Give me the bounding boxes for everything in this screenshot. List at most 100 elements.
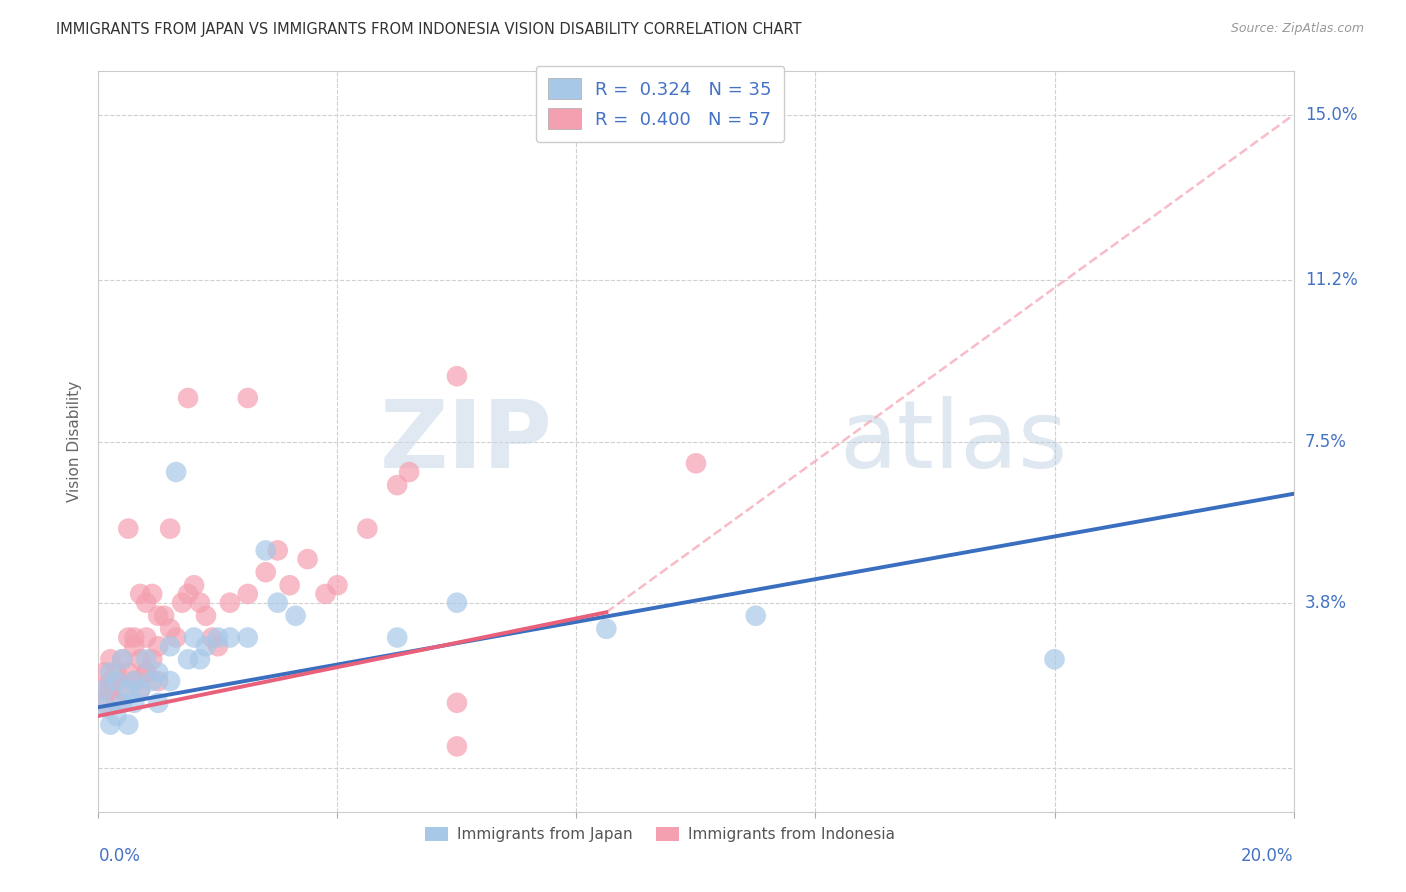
Point bbox=[254, 543, 277, 558]
Point bbox=[141, 652, 163, 666]
Point bbox=[105, 709, 128, 723]
Point bbox=[254, 565, 277, 579]
Point bbox=[159, 639, 181, 653]
Point bbox=[148, 608, 170, 623]
Point bbox=[124, 631, 146, 645]
Point bbox=[188, 652, 211, 666]
Point bbox=[135, 631, 157, 645]
Text: Source: ZipAtlas.com: Source: ZipAtlas.com bbox=[1230, 22, 1364, 36]
Point bbox=[267, 543, 290, 558]
Point bbox=[385, 478, 409, 492]
Point bbox=[177, 391, 200, 405]
Point bbox=[124, 696, 146, 710]
Point bbox=[124, 639, 146, 653]
Point bbox=[148, 696, 170, 710]
Point bbox=[685, 456, 707, 470]
Point bbox=[183, 631, 205, 645]
Text: 20.0%: 20.0% bbox=[1241, 847, 1294, 864]
Point bbox=[93, 682, 115, 697]
Point bbox=[111, 682, 134, 697]
Point bbox=[219, 631, 242, 645]
Point bbox=[165, 631, 187, 645]
Point bbox=[135, 596, 157, 610]
Point bbox=[135, 665, 157, 680]
Point bbox=[195, 639, 218, 653]
Point bbox=[117, 665, 139, 680]
Y-axis label: Vision Disability: Vision Disability bbox=[67, 381, 83, 502]
Point bbox=[188, 596, 211, 610]
Point bbox=[745, 608, 768, 623]
Point bbox=[207, 631, 229, 645]
Point bbox=[177, 587, 200, 601]
Text: 0.0%: 0.0% bbox=[98, 847, 141, 864]
Point bbox=[129, 682, 152, 697]
Point bbox=[236, 391, 259, 405]
Text: 7.5%: 7.5% bbox=[1305, 433, 1347, 450]
Point bbox=[98, 682, 122, 697]
Point bbox=[117, 522, 139, 536]
Point bbox=[124, 674, 146, 689]
Point bbox=[117, 631, 139, 645]
Point bbox=[278, 578, 301, 592]
Point bbox=[135, 652, 157, 666]
Point bbox=[98, 717, 122, 731]
Point bbox=[141, 587, 163, 601]
Point bbox=[111, 696, 134, 710]
Point bbox=[141, 674, 163, 689]
Point bbox=[446, 739, 468, 754]
Point bbox=[105, 696, 128, 710]
Point bbox=[105, 674, 128, 689]
Point bbox=[297, 552, 319, 566]
Point bbox=[183, 578, 205, 592]
Point bbox=[236, 587, 259, 601]
Point bbox=[267, 596, 290, 610]
Point bbox=[1043, 652, 1066, 666]
Point bbox=[219, 596, 242, 610]
Point bbox=[165, 465, 187, 479]
Point bbox=[129, 682, 152, 697]
Point bbox=[148, 639, 170, 653]
Point bbox=[207, 639, 229, 653]
Point bbox=[124, 674, 146, 689]
Text: 3.8%: 3.8% bbox=[1305, 594, 1347, 612]
Point bbox=[446, 696, 468, 710]
Point bbox=[98, 652, 122, 666]
Point bbox=[177, 652, 200, 666]
Point bbox=[446, 596, 468, 610]
Text: 11.2%: 11.2% bbox=[1305, 271, 1357, 289]
Point bbox=[159, 674, 181, 689]
Point bbox=[356, 522, 378, 536]
Point bbox=[172, 596, 194, 610]
Point bbox=[398, 465, 420, 479]
Point bbox=[111, 652, 134, 666]
Text: ZIP: ZIP bbox=[380, 395, 553, 488]
Point bbox=[93, 682, 115, 697]
Point bbox=[98, 665, 122, 680]
Point bbox=[446, 369, 468, 384]
Point bbox=[595, 622, 617, 636]
Point bbox=[315, 587, 337, 601]
Legend: Immigrants from Japan, Immigrants from Indonesia: Immigrants from Japan, Immigrants from I… bbox=[419, 822, 901, 848]
Point bbox=[148, 665, 170, 680]
Point bbox=[93, 696, 115, 710]
Point bbox=[93, 665, 115, 680]
Point bbox=[98, 674, 122, 689]
Point bbox=[117, 717, 139, 731]
Point bbox=[159, 622, 181, 636]
Text: 15.0%: 15.0% bbox=[1305, 106, 1357, 124]
Point bbox=[385, 631, 409, 645]
Point bbox=[326, 578, 349, 592]
Text: IMMIGRANTS FROM JAPAN VS IMMIGRANTS FROM INDONESIA VISION DISABILITY CORRELATION: IMMIGRANTS FROM JAPAN VS IMMIGRANTS FROM… bbox=[56, 22, 801, 37]
Point bbox=[129, 587, 152, 601]
Point bbox=[135, 665, 157, 680]
Point bbox=[195, 608, 218, 623]
Text: atlas: atlas bbox=[839, 395, 1067, 488]
Point bbox=[129, 652, 152, 666]
Point bbox=[236, 631, 259, 645]
Point bbox=[159, 522, 181, 536]
Point bbox=[117, 682, 139, 697]
Point bbox=[201, 631, 224, 645]
Point bbox=[105, 674, 128, 689]
Point bbox=[93, 700, 115, 714]
Point bbox=[105, 665, 128, 680]
